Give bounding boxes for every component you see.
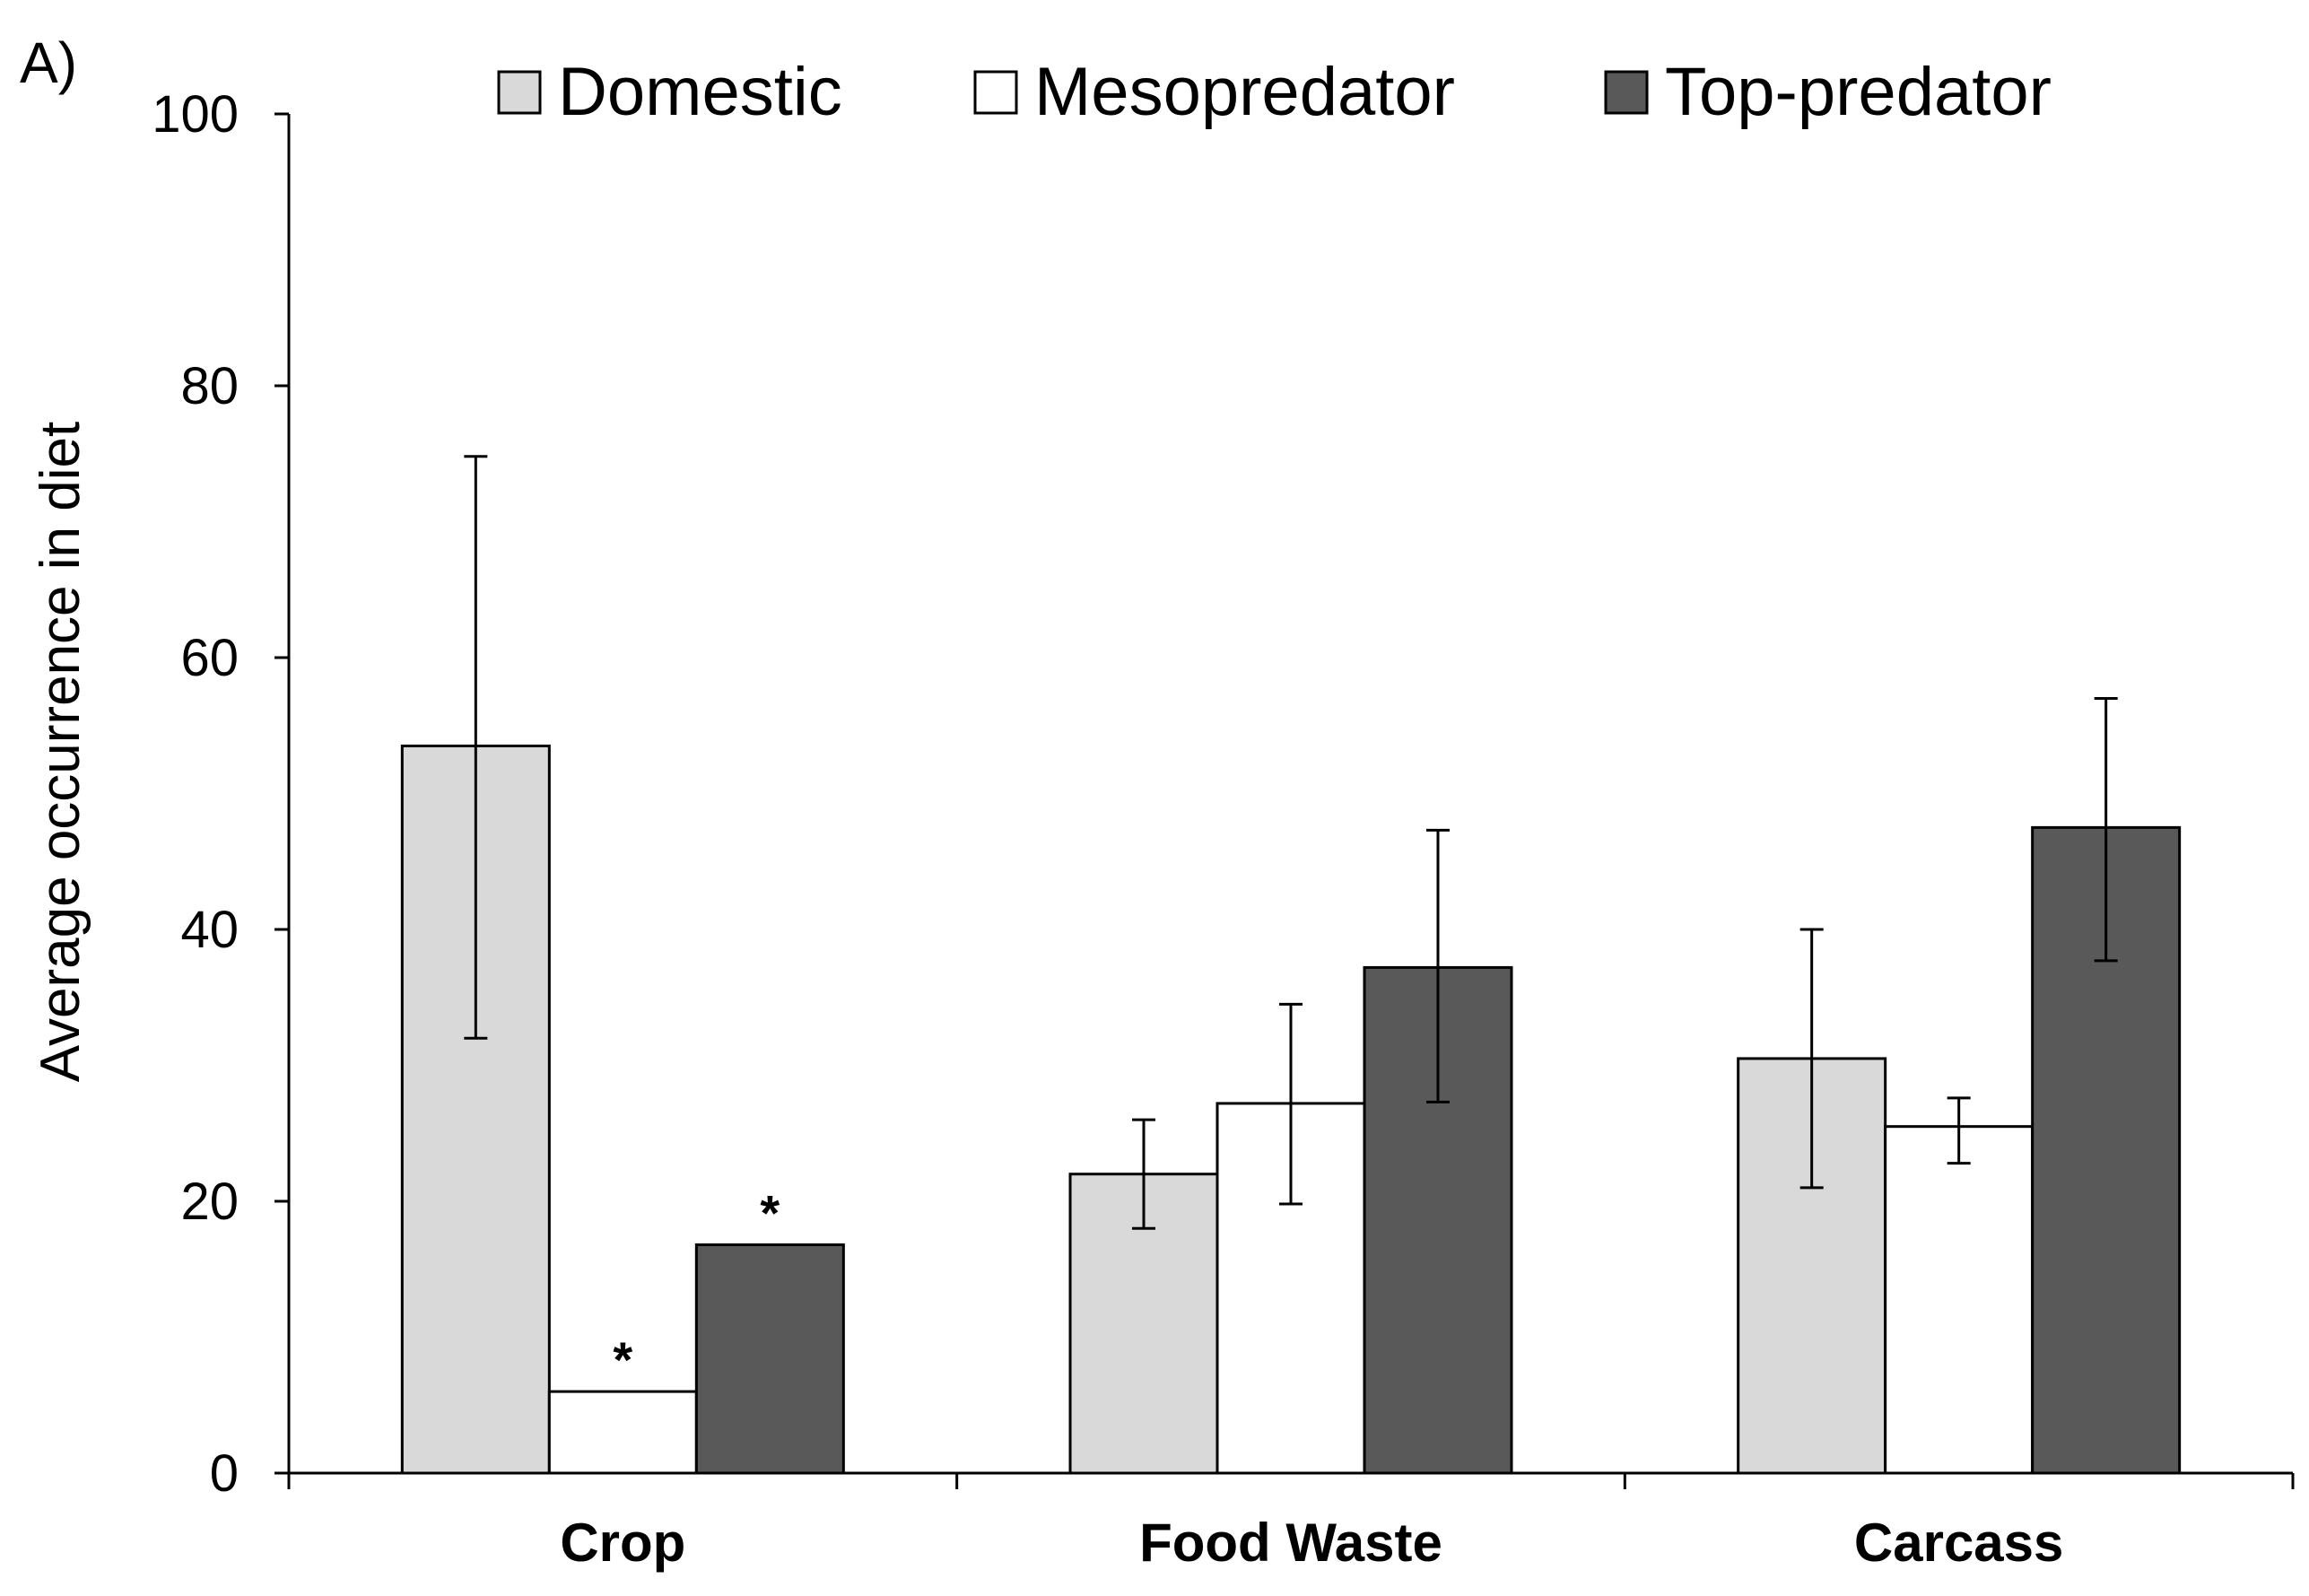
error-bar-mesopredator-carcass [1947, 1096, 1971, 1165]
y-tick-label-0: 0 [210, 1444, 239, 1503]
legend-item-mesopredator: Mesopredator [973, 54, 1455, 130]
significance-marker-mesopredator-crop: * [613, 1331, 632, 1388]
bar-top-predator-crop [694, 1243, 845, 1475]
bars-layer: ** [400, 455, 2182, 1475]
error-bar-mesopredator-food-waste [1279, 1002, 1303, 1206]
legend-swatch [1604, 70, 1649, 115]
legend-item-domestic: Domestic [497, 54, 842, 130]
legend-swatch [497, 70, 542, 115]
legend-label: Domestic [558, 54, 842, 130]
legend-item-top-predator: Top-predator [1604, 54, 2052, 130]
axes-layer: Crop Food Waste Carcass 0 20 40 60 80 100 [152, 85, 2295, 1573]
error-bar-domestic-carcass [1799, 928, 1824, 1190]
y-tick-label-80: 80 [180, 357, 239, 415]
panel-label: A) [20, 31, 77, 95]
error-bar-top-predator-food-waste [1426, 828, 1450, 1103]
error-bar-top-predator-carcass [2094, 696, 2118, 963]
y-tick-label-60: 60 [180, 629, 239, 687]
bar-mesopredator-carcass [1884, 1125, 2035, 1475]
legend-swatch [973, 70, 1018, 115]
legend: Domestic Mesopredator Top-predator [497, 54, 2052, 130]
significance-marker-top-predator-crop: * [760, 1184, 780, 1241]
x-tick-label-carcass: Carcass [1854, 1513, 2064, 1573]
x-tick-label-crop: Crop [560, 1513, 685, 1573]
legend-label: Top-predator [1665, 54, 2052, 130]
bar-mesopredator-crop [547, 1390, 698, 1475]
error-bar-domestic-crop [464, 455, 488, 1040]
y-tick-label-20: 20 [180, 1173, 239, 1231]
error-bar-domestic-food-waste [1132, 1118, 1155, 1230]
y-tick-label-40: 40 [180, 901, 239, 959]
y-tick-label-100: 100 [152, 85, 239, 144]
legend-label: Mesopredator [1034, 54, 1455, 130]
y-axis-title: Average occurrence in diet [30, 422, 91, 1082]
x-tick-label-food-waste: Food Waste [1139, 1513, 1442, 1573]
